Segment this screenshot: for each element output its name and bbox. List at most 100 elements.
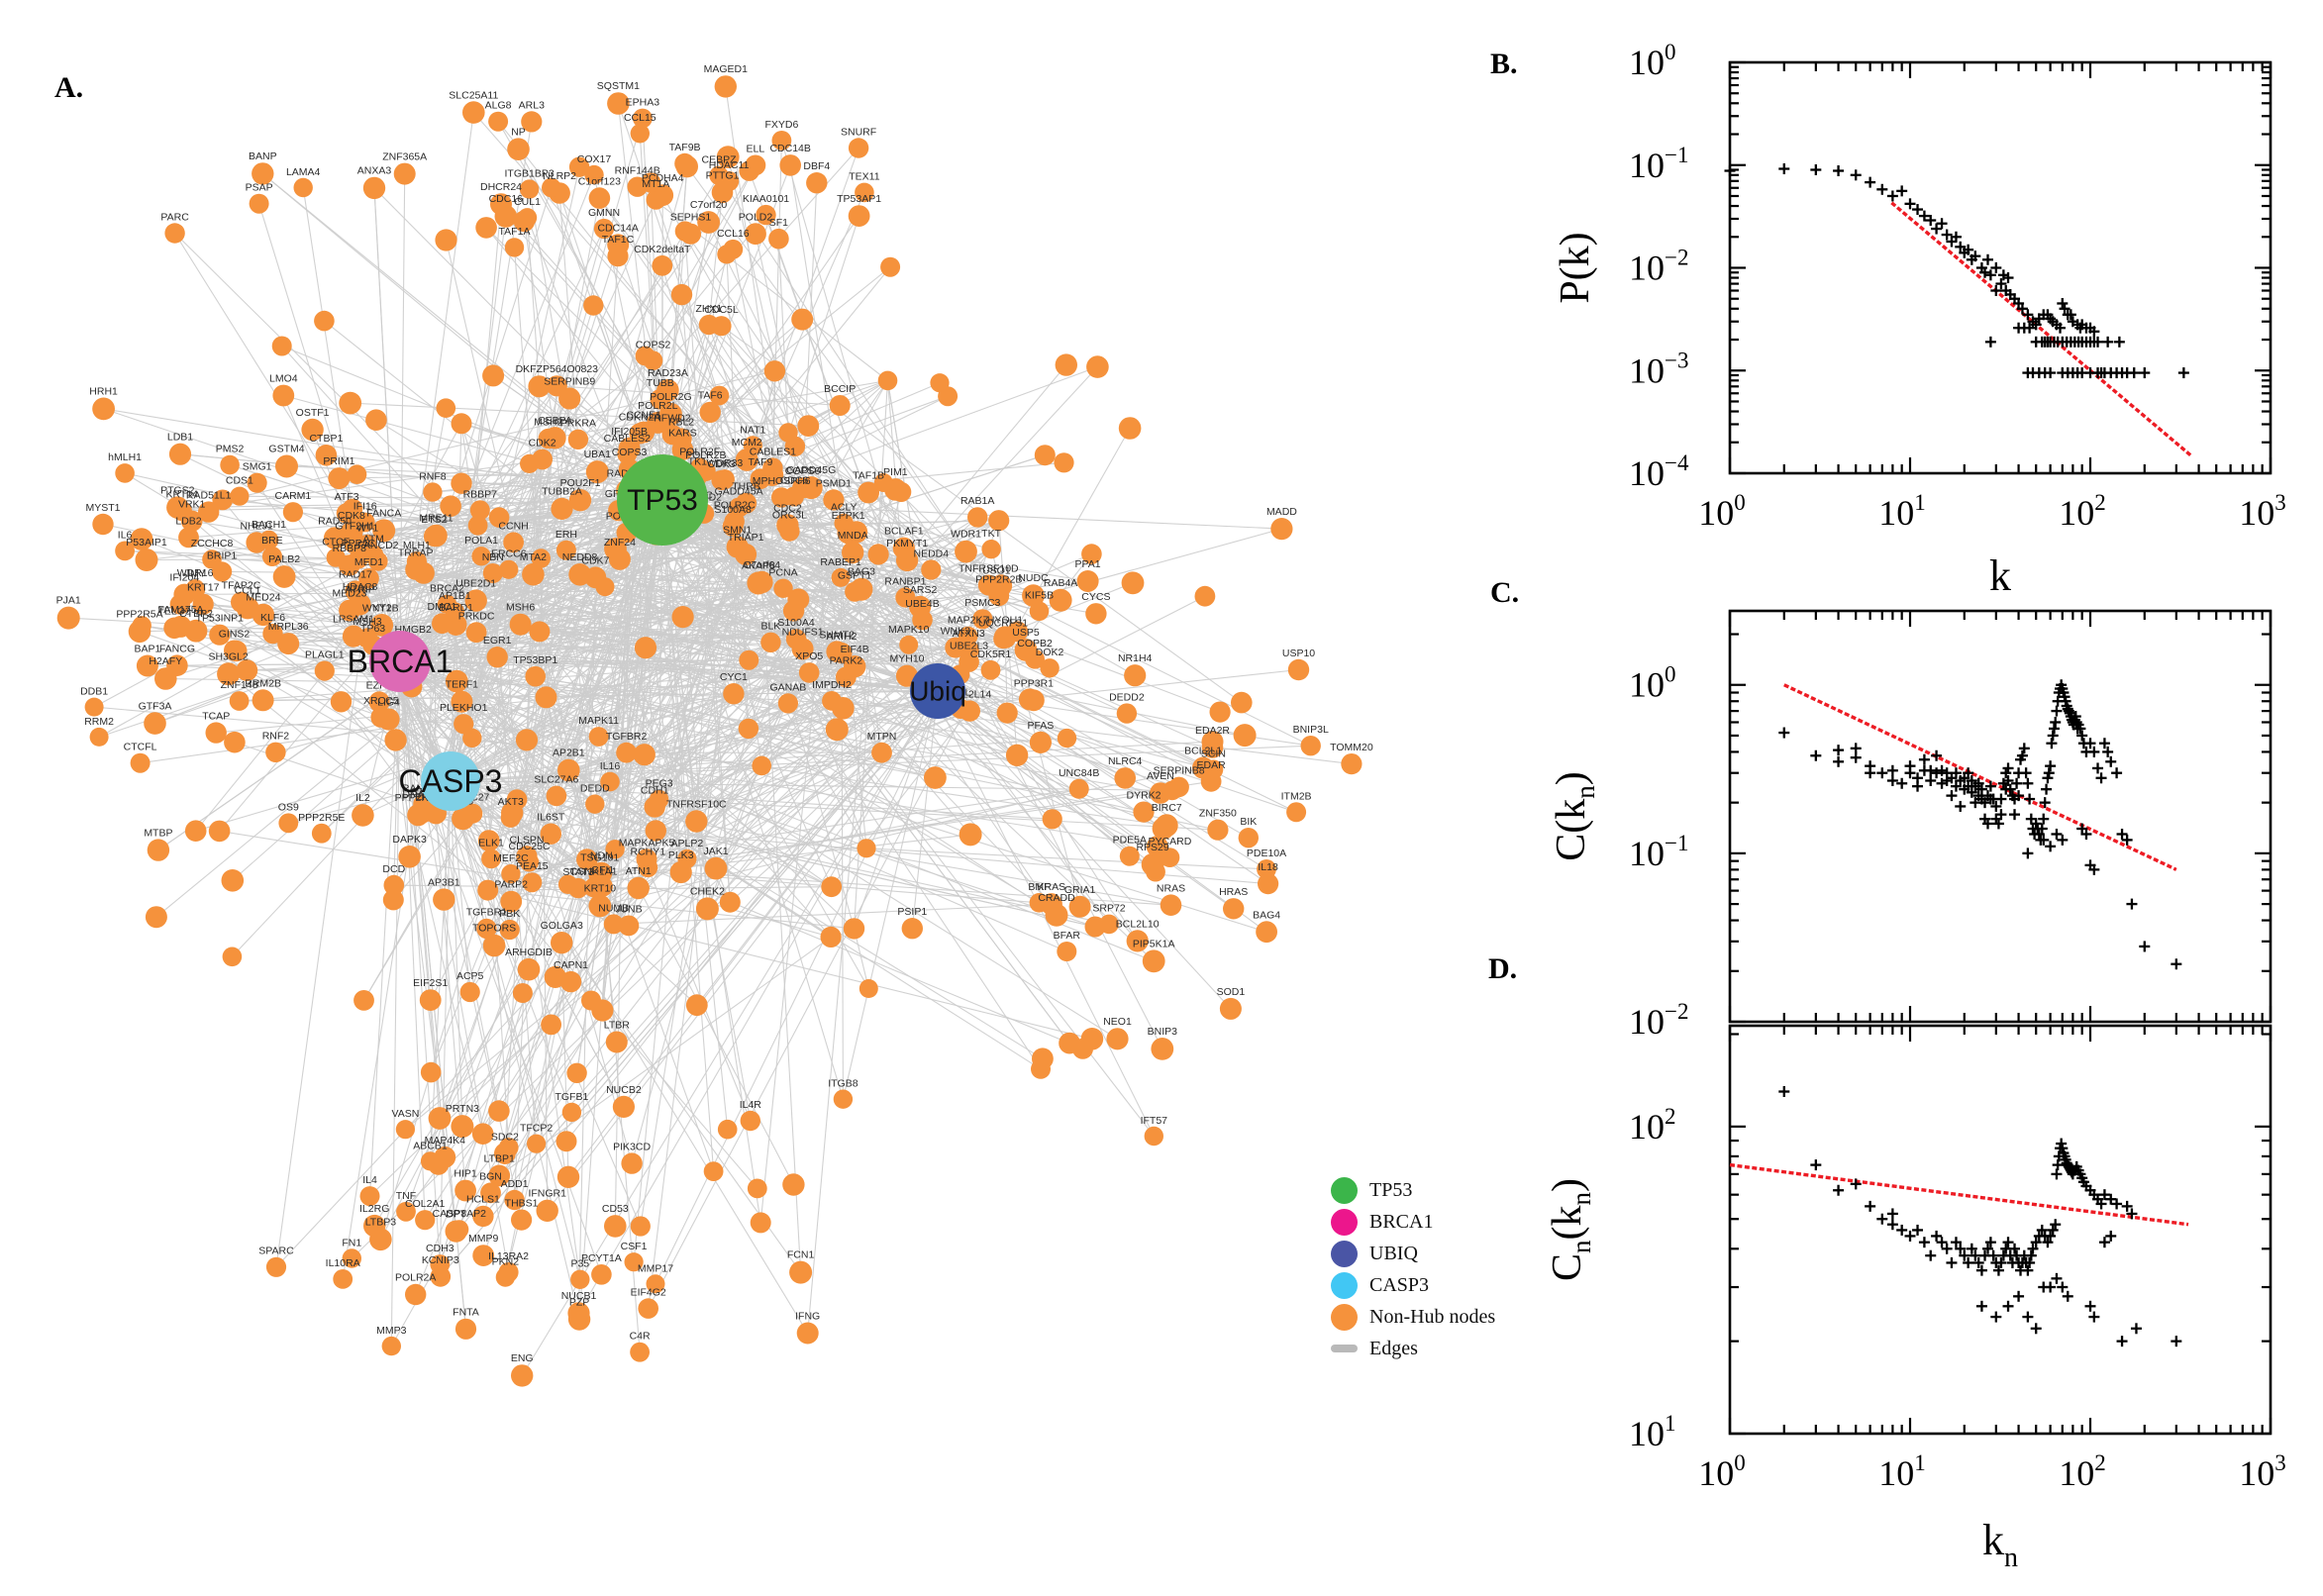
network-node bbox=[996, 702, 1018, 724]
network-node-label: TSG101 bbox=[580, 851, 619, 863]
network-node bbox=[472, 1245, 495, 1266]
network-node bbox=[880, 256, 901, 277]
network-node bbox=[311, 823, 332, 844]
network-node bbox=[779, 154, 801, 176]
network-node bbox=[229, 691, 250, 711]
network-node-label: TGFBR2 bbox=[606, 731, 648, 743]
network-node-label: MNDA bbox=[838, 530, 868, 542]
network-node-label: PARK2 bbox=[830, 655, 863, 667]
network-node bbox=[704, 856, 728, 880]
network-node bbox=[314, 310, 335, 332]
network-node-label: EDAR bbox=[1197, 759, 1227, 771]
network-node-label: BCCIP bbox=[824, 383, 856, 395]
network-node-label: COL2A1 bbox=[405, 1198, 445, 1210]
network-node bbox=[551, 497, 573, 520]
network-node-label: FN1 bbox=[342, 1237, 361, 1248]
network-node bbox=[703, 1161, 724, 1181]
panel-c-label: C. bbox=[1490, 576, 1520, 609]
network-node bbox=[1040, 893, 1062, 916]
network-node-label: CCNE1 bbox=[626, 410, 661, 422]
network-node bbox=[358, 568, 379, 589]
network-node-label: GANAB bbox=[770, 681, 807, 693]
network-edge bbox=[578, 690, 939, 1314]
network-node-label: COX17 bbox=[577, 153, 612, 165]
network-node-label: DDB1 bbox=[80, 686, 108, 698]
network-edge bbox=[521, 690, 939, 1376]
network-node-label: TGFBR1 bbox=[466, 907, 508, 919]
network-node bbox=[829, 395, 851, 416]
network-edge bbox=[626, 520, 999, 753]
network-edge bbox=[393, 660, 401, 886]
network-node bbox=[178, 527, 199, 549]
network-node bbox=[1116, 703, 1138, 724]
network-node-label: BAG3 bbox=[848, 566, 875, 578]
network-edge bbox=[807, 482, 884, 1334]
network-node-label: TNFRSF10C bbox=[666, 798, 727, 810]
network-node-label: CDK3 bbox=[707, 458, 735, 470]
network-node bbox=[208, 820, 231, 843]
network-node bbox=[556, 540, 576, 560]
axis-tick-label: 10−2 bbox=[1629, 999, 1688, 1042]
network-node-label: TP53BP1 bbox=[513, 654, 557, 666]
network-node bbox=[164, 223, 185, 244]
network-node bbox=[921, 559, 942, 580]
network-node-label: TRRAP bbox=[398, 548, 434, 559]
network-node-label: RBL2 bbox=[668, 416, 694, 428]
network-edge bbox=[454, 216, 507, 626]
network-node bbox=[333, 1269, 354, 1289]
network-node bbox=[723, 683, 745, 705]
network-node bbox=[252, 162, 274, 185]
network-edge bbox=[399, 660, 1161, 794]
network-node-label: TAF1C bbox=[602, 234, 635, 246]
network-node bbox=[1287, 658, 1310, 681]
network-edge bbox=[500, 203, 939, 692]
network-node bbox=[633, 108, 653, 129]
network-edge bbox=[656, 534, 750, 661]
edge-swatch-icon bbox=[1331, 1345, 1358, 1352]
network-node-label: IMPDH2 bbox=[812, 679, 852, 691]
network-node-label: DHCR24 bbox=[480, 181, 522, 193]
network-node bbox=[604, 538, 627, 560]
network-node-label: CDC2 bbox=[773, 502, 802, 514]
network-node bbox=[217, 662, 241, 686]
network-node bbox=[1233, 724, 1257, 748]
network-node bbox=[652, 254, 673, 276]
network-node bbox=[339, 391, 362, 415]
network-node-label: CARM1 bbox=[275, 490, 312, 502]
network-node-label: COPS6 bbox=[785, 465, 821, 477]
network-node bbox=[760, 463, 784, 486]
network-node-label: NBN bbox=[482, 551, 504, 563]
network-edge bbox=[487, 889, 1093, 1040]
fit-line bbox=[1729, 1162, 2189, 1227]
network-edge bbox=[390, 660, 401, 1347]
network-edge bbox=[454, 611, 537, 677]
network-node bbox=[1133, 801, 1155, 823]
network-node bbox=[481, 848, 501, 869]
network-node bbox=[477, 879, 499, 901]
network-node-label: AP2B1 bbox=[553, 748, 585, 759]
network-node bbox=[450, 1220, 469, 1240]
network-node bbox=[566, 1062, 587, 1084]
network-node bbox=[605, 1031, 628, 1053]
network-node bbox=[711, 469, 732, 491]
network-node bbox=[169, 594, 190, 615]
network-node bbox=[293, 177, 313, 198]
network-node bbox=[471, 1123, 494, 1145]
network-edge bbox=[181, 448, 630, 512]
network-node bbox=[846, 521, 868, 544]
network-node-label: EIF4B bbox=[841, 644, 869, 655]
network-node bbox=[163, 617, 185, 640]
network-node bbox=[515, 729, 539, 751]
network-edge bbox=[476, 632, 1004, 640]
network-node bbox=[464, 589, 487, 612]
network-node-label: RAB1A bbox=[960, 495, 994, 507]
network-edge bbox=[760, 581, 802, 1273]
network-edge bbox=[399, 660, 441, 1119]
network-edge bbox=[696, 710, 970, 823]
network-node bbox=[641, 172, 661, 193]
network-edge bbox=[661, 499, 1070, 1044]
network-node-label: PSMC3 bbox=[964, 597, 1000, 609]
network-edge bbox=[598, 197, 939, 692]
network-node bbox=[959, 823, 982, 847]
network-edge bbox=[378, 701, 603, 887]
